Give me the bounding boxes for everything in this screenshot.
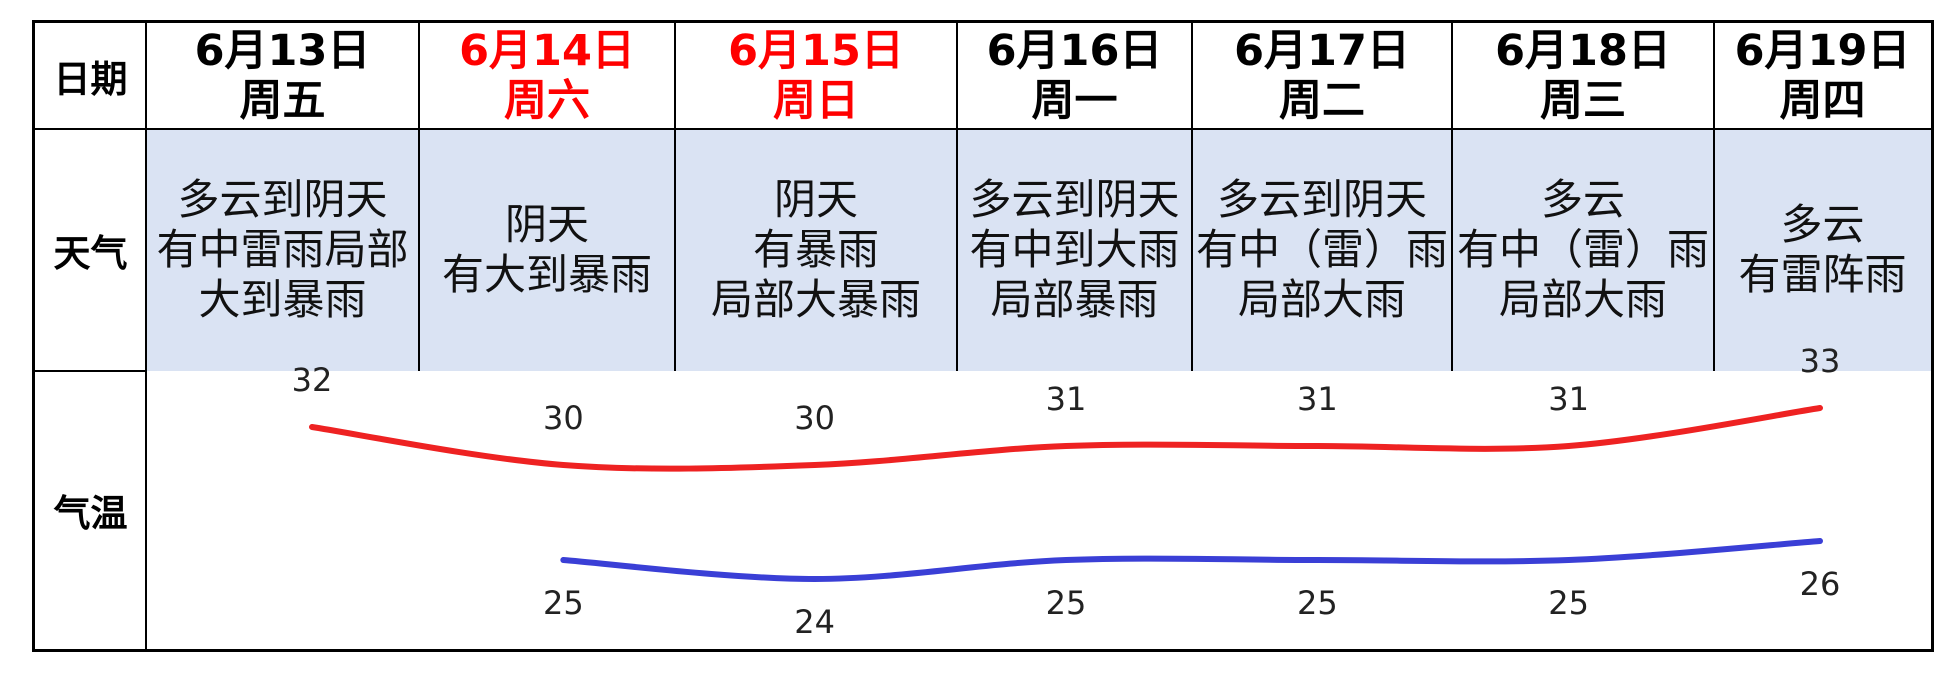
date-header-1: 6月14日 周六 xyxy=(419,23,675,129)
column-divider xyxy=(674,23,676,371)
weather-cell-1: 阴天 有大到暴雨 xyxy=(419,129,675,371)
weather-cell-2: 阴天 有暴雨 局部大暴雨 xyxy=(675,129,957,371)
weather-cell-6: 多云 有雷阵雨 xyxy=(1714,129,1931,371)
high-temp-label: 31 xyxy=(1297,380,1338,418)
weather-cell-4: 多云到阴天 有中（雷）雨 局部大雨 xyxy=(1192,129,1452,371)
temperature-chart: 32 30 30 31 31 31 33 25 24 25 25 25 26 xyxy=(292,342,1841,641)
date-header-0: 6月13日 周五 xyxy=(146,23,419,129)
weekday-label: 周一 xyxy=(1031,76,1118,126)
date-header-5: 6月18日 周三 xyxy=(1452,23,1714,129)
column-divider xyxy=(1451,23,1453,371)
weather-cell-5: 多云 有中（雷）雨 局部大雨 xyxy=(1452,129,1714,371)
low-temp-label: 25 xyxy=(543,584,584,622)
weekday-label: 周二 xyxy=(1279,76,1365,126)
row-label-weather: 天气 xyxy=(53,232,128,275)
low-temp-label: 24 xyxy=(794,603,835,641)
low-temp-line xyxy=(560,538,1823,583)
high-temp-line xyxy=(309,405,1823,472)
weekday-label: 周六 xyxy=(504,76,590,126)
low-temp-label: 25 xyxy=(1046,584,1087,622)
weekday-label: 周四 xyxy=(1779,76,1866,126)
column-divider xyxy=(1191,23,1193,371)
date-label: 6月19日 xyxy=(1734,26,1911,76)
weather-cell-3: 多云到阴天 有中到大雨 局部暴雨 xyxy=(957,129,1192,371)
low-temp-label: 25 xyxy=(1297,584,1338,622)
column-divider xyxy=(1713,23,1715,371)
low-temp-label: 25 xyxy=(1548,584,1589,622)
date-label: 6月14日 xyxy=(459,26,635,76)
date-label: 6月16日 xyxy=(986,26,1163,76)
high-temp-label: 30 xyxy=(794,399,835,437)
high-temp-label: 33 xyxy=(1800,342,1841,380)
header-divider xyxy=(35,128,1931,130)
date-label: 6月15日 xyxy=(728,26,904,76)
row-label-temperature: 气温 xyxy=(53,492,128,535)
forecast-table: 日期 天气 气温 6月13日 周五 6月14日 周六 6月15日 周日 6月16… xyxy=(32,20,1934,652)
date-header-3: 6月16日 周一 xyxy=(957,23,1192,129)
weekday-label: 周日 xyxy=(773,76,859,126)
weather-cell-0: 多云到阴天 有中雷雨局部 大到暴雨 xyxy=(146,129,419,371)
high-temp-label: 31 xyxy=(1046,380,1087,418)
date-header-6: 6月19日 周四 xyxy=(1714,23,1931,129)
date-label: 6月13日 xyxy=(194,26,371,76)
high-temp-label: 32 xyxy=(292,361,333,399)
date-header-2: 6月15日 周日 xyxy=(675,23,957,129)
weekday-label: 周五 xyxy=(239,76,326,126)
date-label: 6月18日 xyxy=(1495,26,1671,76)
date-label: 6月17日 xyxy=(1234,26,1410,76)
high-temp-label: 30 xyxy=(543,399,584,437)
label-column-divider xyxy=(145,23,147,649)
high-temp-label: 31 xyxy=(1548,380,1589,418)
weekday-label: 周三 xyxy=(1540,76,1626,126)
column-divider xyxy=(956,23,958,371)
date-header-4: 6月17日 周二 xyxy=(1192,23,1452,129)
row-label-date: 日期 xyxy=(53,58,128,101)
low-temp-label: 26 xyxy=(1800,565,1841,603)
weather-divider xyxy=(35,370,146,372)
column-divider xyxy=(418,23,420,371)
